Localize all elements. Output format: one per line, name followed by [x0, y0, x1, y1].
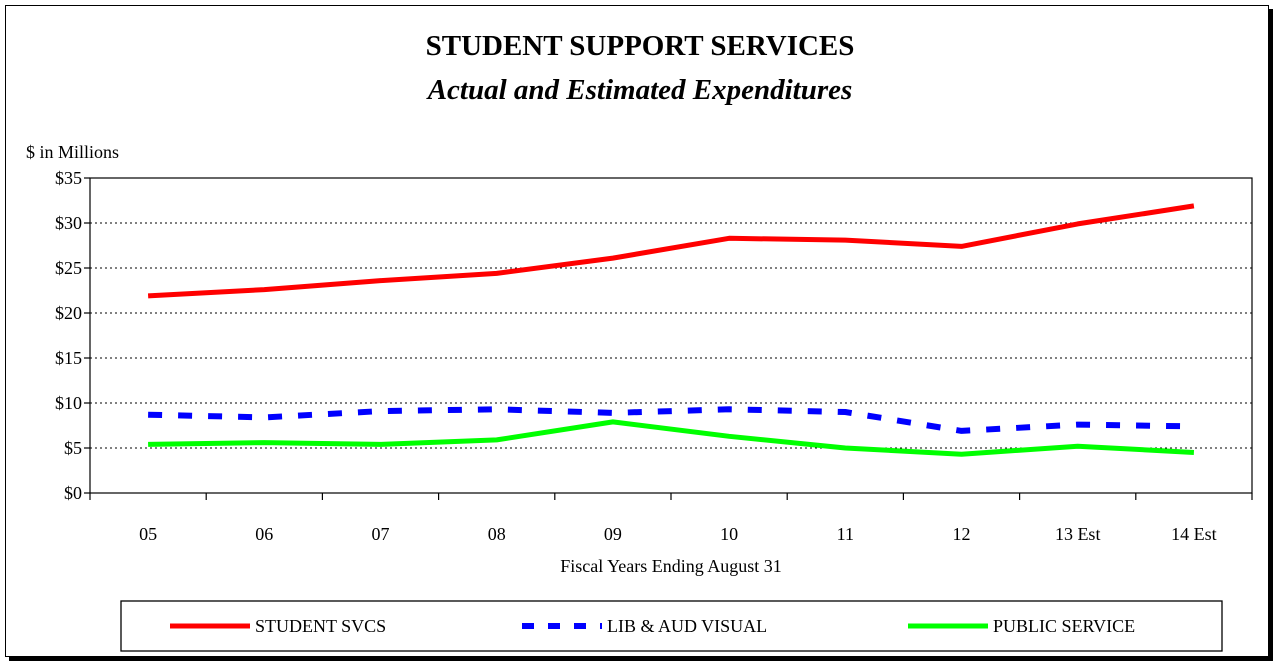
legend-box: [120, 600, 1223, 652]
x-tick-label: 14 Est: [1171, 524, 1217, 544]
y-tick-label: $15: [55, 348, 82, 368]
chart-title: STUDENT SUPPORT SERVICES: [426, 30, 855, 62]
y-tick-label: $10: [55, 393, 82, 413]
y-tick-label: $30: [55, 213, 82, 233]
legend-label-public-service: PUBLIC SERVICE: [993, 616, 1135, 636]
series-line-lib-aud-visual: [148, 406, 1194, 434]
chart-subtitle: Actual and Estimated Expenditures: [426, 74, 853, 106]
y-tick-label: $25: [55, 258, 82, 278]
legend: STUDENT SVCS LIB & AUD VISUAL PUBLIC SERVI…: [170, 616, 1135, 636]
y-tick-label: $35: [55, 168, 82, 188]
x-tick-label: 06: [255, 524, 273, 544]
legend-label-student-svcs: STUDENT SVCS: [255, 616, 386, 636]
x-tick-label: 05: [139, 524, 157, 544]
x-tick-label: 09: [604, 524, 622, 544]
x-tick-label: 13 Est: [1055, 524, 1101, 544]
y-axis-ticks: $0 $5 $10 $15 $20 $25 $30 $35: [55, 168, 90, 503]
x-axis-ticks: 05 06 07 08 09 10 11 12 13 Est 14 Est: [89, 493, 1253, 544]
x-tick-label: 11: [837, 524, 854, 544]
x-axis-label: Fiscal Years Ending August 31: [560, 556, 782, 576]
series-lines: [147, 203, 1195, 457]
x-tick-label: 12: [953, 524, 971, 544]
series-line-student-svcs: [147, 203, 1195, 299]
x-tick-label: 10: [720, 524, 738, 544]
series-line-public-service: [148, 419, 1195, 457]
x-tick-label: 07: [372, 524, 390, 544]
legend-label-lib-aud-visual: LIB & AUD VISUAL: [607, 616, 767, 636]
y-tick-label: $0: [64, 483, 82, 503]
gridlines: [90, 222, 1252, 449]
y-tick-label: $5: [64, 438, 82, 458]
chart-frame: [5, 5, 1269, 657]
y-axis-label: $ in Millions: [26, 142, 119, 162]
x-tick-label: 08: [488, 524, 506, 544]
y-tick-label: $20: [55, 303, 82, 323]
